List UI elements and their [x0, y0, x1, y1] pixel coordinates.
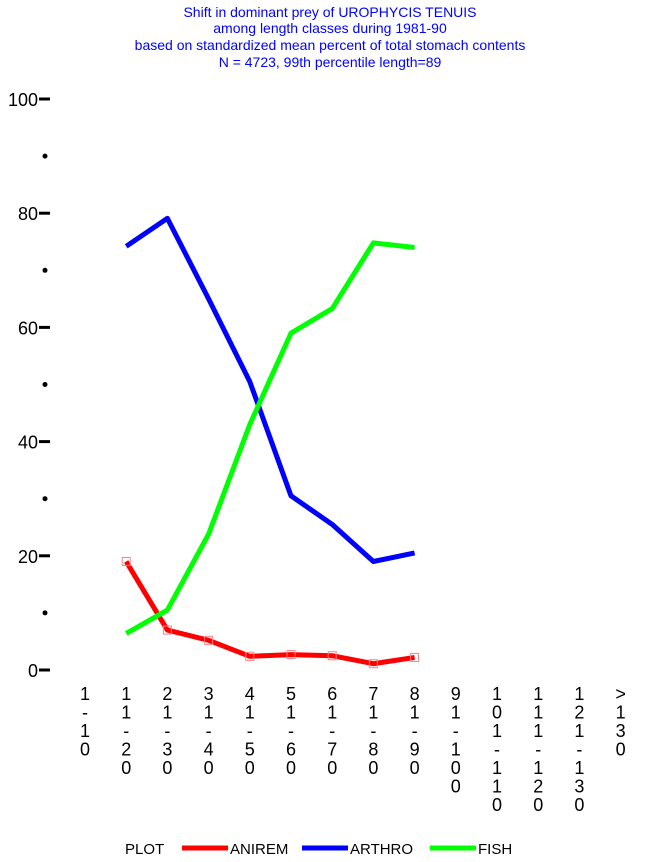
x-tick-label: 4 1 -5 0 [245, 684, 255, 778]
x-tick-label: 1 2 1 -1 3 0 [574, 684, 584, 815]
point-marker [245, 651, 255, 661]
chart-title: based on standardized mean percent of to… [135, 37, 526, 53]
chart-title: Shift in dominant prey of UROPHYCIS TENU… [183, 4, 476, 20]
legend-title: PLOT [125, 841, 164, 858]
point-marker [327, 651, 337, 661]
chart-title: among length classes during 1981-90 [213, 20, 447, 36]
point-marker [204, 635, 214, 645]
y-minor-tick [42, 267, 48, 273]
legend-label: FISH [478, 841, 512, 858]
x-tick-label: 1 1 -2 0 [121, 684, 131, 778]
series-line [124, 560, 415, 667]
y-tick-label: 40 [18, 433, 38, 453]
point-marker [162, 625, 172, 635]
point-marker [286, 650, 296, 660]
x-tick-label: 1 -1 0 [80, 684, 90, 760]
y-tick-label: 60 [18, 318, 38, 338]
y-minor-tick [42, 153, 48, 159]
point-marker [410, 652, 420, 662]
series-line [124, 240, 415, 636]
x-tick-label: 2 1 -3 0 [162, 684, 172, 778]
x-tick-label: 5 1 -6 0 [286, 684, 296, 778]
x-tick-label: 7 1 -8 0 [368, 684, 378, 778]
y-minor-tick [42, 496, 48, 502]
series-line [124, 215, 416, 565]
x-tick-label: 3 1 -4 0 [204, 684, 214, 778]
y-tick-label: 20 [18, 547, 38, 567]
x-tick-label: 1 1 1 -1 2 0 [533, 684, 543, 815]
legend-label: ARTHRO [350, 841, 413, 858]
point-marker [121, 557, 131, 567]
x-tick-label: 8 1 -9 0 [410, 684, 420, 778]
x-tick-label: 9 1 -1 0 0 [451, 684, 461, 797]
y-tick-label: 80 [18, 204, 38, 224]
x-tick-label: >1 3 0 [615, 684, 626, 760]
point-marker [368, 659, 378, 669]
y-minor-tick [42, 610, 48, 616]
y-tick-label: 100 [8, 90, 38, 110]
y-tick-label: 0 [28, 661, 38, 681]
legend-label: ANIREM [230, 841, 288, 858]
x-tick-label: 1 0 1 -1 1 0 [492, 684, 502, 815]
x-tick-label: 6 1 -7 0 [327, 684, 337, 778]
chart-title: N = 4723, 99th percentile length=89 [219, 54, 442, 70]
y-minor-tick [42, 382, 48, 387]
